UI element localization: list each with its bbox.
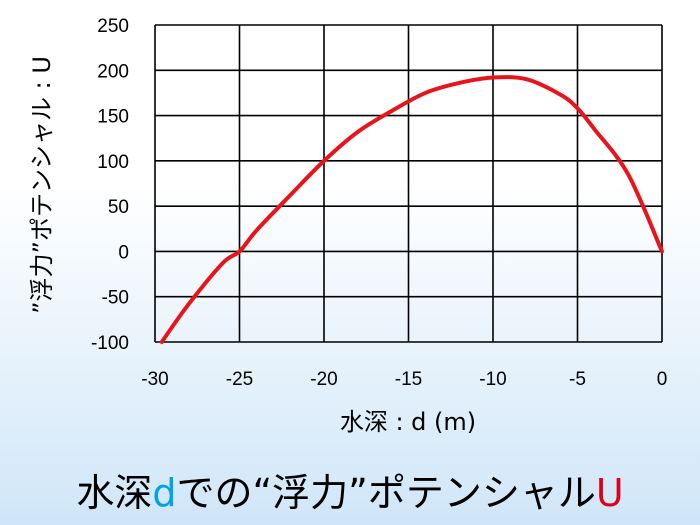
caption: 水深dでの“浮力”ポテンシャルU [0,468,700,518]
x-tick-label-2: -20 [310,369,337,390]
caption-variable-u: U [595,471,624,515]
x-tick-label-5: -5 [569,369,586,390]
x-tick-label-0: -30 [141,369,168,390]
y-tick-label-1: -50 [102,288,129,309]
y-tick-label-3: 50 [108,197,129,218]
y-tick-label-4: 100 [97,152,129,173]
x-tick-label-6: 0 [657,369,668,390]
caption-text-1: 水深 [76,471,153,515]
caption-variable-d: d [152,471,177,515]
caption-text-2: での“浮力”ポテンシャル [176,471,596,515]
series-line-0 [159,75,664,344]
x-tick-labels: -30 -25 -20 -15 -10 -5 0 [141,369,667,390]
x-tick-label-4: -10 [479,369,506,390]
y-tick-label-0: -100 [91,333,129,354]
series-layer [159,75,664,344]
y-tick-label-7: 250 [97,16,129,37]
y-axis-label: ”浮力”ポテンシャル : U [28,56,56,314]
y-tick-labels: -100 -50 0 50 100 150 200 250 [91,16,129,354]
y-tick-label-5: 150 [97,107,129,128]
y-tick-label-2: 0 [118,242,129,263]
x-tick-label-1: -25 [226,369,253,390]
x-axis-label: 水深 : d (m) [340,408,476,436]
y-tick-label-6: 200 [97,61,129,82]
grid [154,24,663,343]
x-tick-label-3: -15 [395,369,422,390]
